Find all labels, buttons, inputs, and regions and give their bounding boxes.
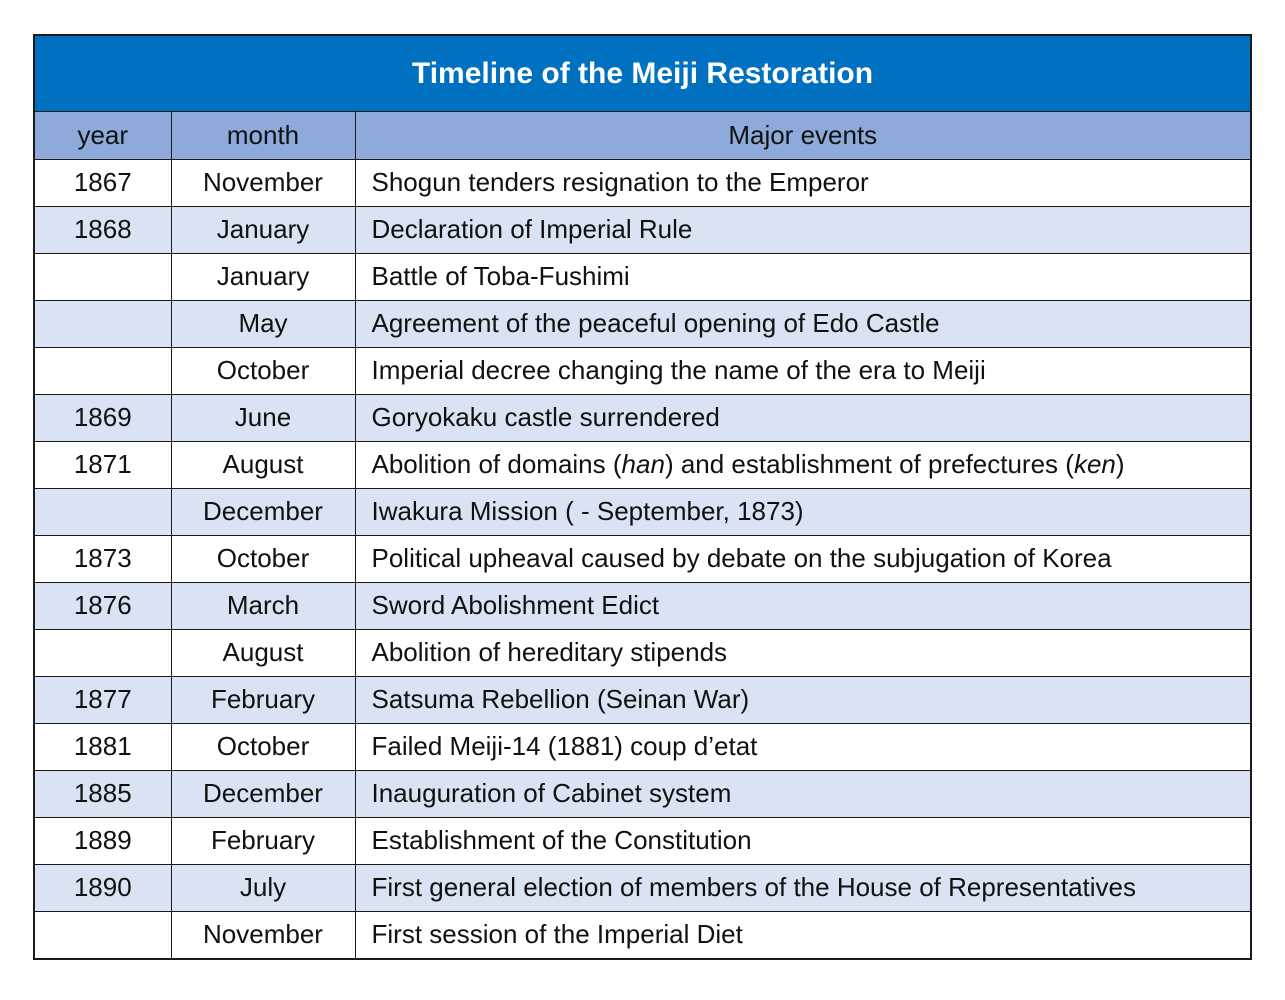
table-row: 1869 June Goryokaku castle surrendered	[35, 393, 1250, 442]
table-row: 1868 January Declaration of Imperial Rule	[35, 205, 1250, 254]
year-cell	[35, 628, 172, 677]
table-row: November First session of the Imperial Di…	[35, 910, 1250, 958]
table-row: 1881 October Failed Meiji-14 (1881) coup d…	[35, 722, 1250, 771]
event-cell: Failed Meiji-14 (1881) coup d’etat	[354, 722, 1250, 771]
month-cell: October	[170, 534, 356, 583]
year-cell: 1873	[35, 534, 172, 583]
table-row: 1876 March Sword Abolishment Edict	[35, 581, 1250, 630]
event-cell: Shogun tenders resignation to the Empero…	[354, 158, 1250, 207]
event-cell: Establishment of the Constitution	[354, 816, 1250, 865]
year-cell	[35, 487, 172, 536]
year-cell: 1871	[35, 440, 172, 489]
event-cell: First session of the Imperial Diet	[354, 910, 1250, 958]
month-cell: January	[170, 205, 356, 254]
column-header-events: Major events	[354, 112, 1250, 160]
event-cell: Satsuma Rebellion (Seinan War)	[354, 675, 1250, 724]
column-header-month: month	[170, 112, 356, 160]
table-row: 1871 August Abolition of domains (han) and…	[35, 440, 1250, 489]
table-title: Timeline of the Meiji Restoration	[35, 36, 1250, 112]
table-row: 1889 February Establishment of the Constit…	[35, 816, 1250, 865]
event-cell: Abolition of hereditary stipends	[354, 628, 1250, 677]
month-cell: August	[170, 440, 356, 489]
table-row: 1873 October Political upheaval caused by …	[35, 534, 1250, 583]
month-cell: October	[170, 346, 356, 395]
table-row: May Agreement of the peaceful opening of …	[35, 299, 1250, 348]
table-row: October Imperial decree changing the name…	[35, 346, 1250, 395]
timeline-table: year month Major events 1867 November Shog…	[35, 112, 1250, 958]
year-cell: 1876	[35, 581, 172, 630]
table-row: 1867 November Shogun tenders resignation t…	[35, 158, 1250, 207]
month-cell: August	[170, 628, 356, 677]
month-cell: January	[170, 252, 356, 301]
year-cell	[35, 910, 172, 958]
year-cell: 1869	[35, 393, 172, 442]
table-row: December Iwakura Mission ( - September, 1…	[35, 487, 1250, 536]
month-cell: November	[170, 158, 356, 207]
event-cell: Battle of Toba-Fushimi	[354, 252, 1250, 301]
year-cell: 1889	[35, 816, 172, 865]
table-row: August Abolition of hereditary stipends	[35, 628, 1250, 677]
month-cell: July	[170, 863, 356, 912]
month-cell: November	[170, 910, 356, 958]
table-row: January Battle of Toba-Fushimi	[35, 252, 1250, 301]
year-cell: 1885	[35, 769, 172, 818]
table-row: 1890 July First general election of member…	[35, 863, 1250, 912]
year-cell	[35, 252, 172, 301]
event-cell: Inauguration of Cabinet system	[354, 769, 1250, 818]
event-cell: Imperial decree changing the name of the…	[354, 346, 1250, 395]
month-cell: March	[170, 581, 356, 630]
month-cell: December	[170, 769, 356, 818]
event-cell: Iwakura Mission ( - September, 1873)	[354, 487, 1250, 536]
year-cell: 1877	[35, 675, 172, 724]
header-row: year month Major events	[35, 112, 1250, 160]
year-cell: 1881	[35, 722, 172, 771]
year-cell: 1867	[35, 158, 172, 207]
month-cell: February	[170, 816, 356, 865]
month-cell: February	[170, 675, 356, 724]
year-cell	[35, 299, 172, 348]
month-cell: October	[170, 722, 356, 771]
event-cell: Political upheaval caused by debate on t…	[354, 534, 1250, 583]
event-cell: Sword Abolishment Edict	[354, 581, 1250, 630]
table-row: 1877 February Satsuma Rebellion (Seinan Wa…	[35, 675, 1250, 724]
year-cell: 1890	[35, 863, 172, 912]
table-row: 1885 December Inauguration of Cabinet syst…	[35, 769, 1250, 818]
event-cell: Abolition of domains (han) and establish…	[354, 440, 1250, 489]
event-cell: Declaration of Imperial Rule	[354, 205, 1250, 254]
month-cell: December	[170, 487, 356, 536]
column-header-year: year	[35, 112, 172, 160]
month-cell: June	[170, 393, 356, 442]
year-cell	[35, 346, 172, 395]
timeline-table-container: Timeline of the Meiji Restoration year m…	[33, 34, 1252, 960]
event-cell: Goryokaku castle surrendered	[354, 393, 1250, 442]
month-cell: May	[170, 299, 356, 348]
year-cell: 1868	[35, 205, 172, 254]
event-cell: Agreement of the peaceful opening of Edo…	[354, 299, 1250, 348]
event-cell: First general election of members of the…	[354, 863, 1250, 912]
